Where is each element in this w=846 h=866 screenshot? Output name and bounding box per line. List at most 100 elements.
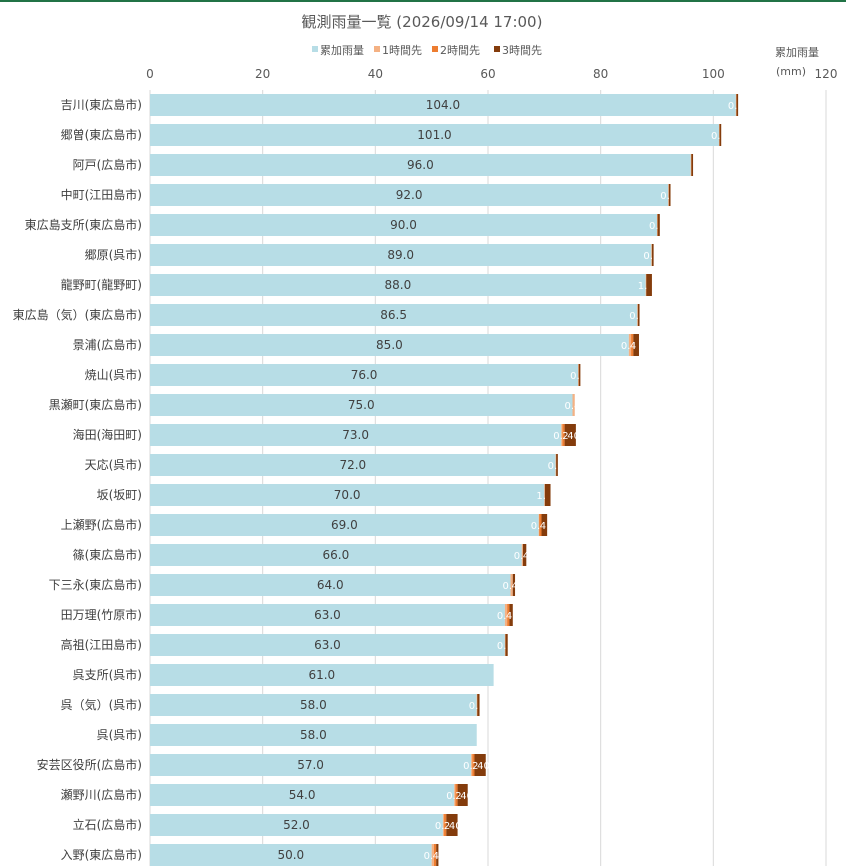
- category-label: 海田(海田町): [73, 427, 142, 442]
- bar-segment-1: [538, 514, 540, 536]
- bar-segment-2: [507, 604, 510, 626]
- data-label-3h: 40: [460, 791, 473, 802]
- legend-entry-0: 累加雨量: [320, 44, 364, 57]
- x-tick-label: 80: [593, 67, 608, 81]
- data-label: 76.0: [351, 368, 378, 382]
- bar-segment-3: [668, 184, 671, 206]
- bar-segment-1: [561, 424, 563, 446]
- data-label: 63.0: [314, 608, 341, 622]
- category-label: 焼山(呉市): [85, 367, 142, 382]
- x-tick-label: 20: [255, 67, 270, 81]
- category-label: 東広島（気）(東広島市): [13, 307, 142, 322]
- data-label-3h: 40: [477, 761, 490, 772]
- data-label-2h: 4: [512, 581, 518, 592]
- bar-segment-1: [572, 394, 575, 416]
- data-label: 86.5: [380, 308, 407, 322]
- bar-segment-1: [504, 634, 506, 656]
- data-label: 73.0: [342, 428, 369, 442]
- bar-segment-1: [544, 484, 546, 506]
- bar-segment-2: [539, 514, 542, 536]
- data-label-1h: 0.: [643, 251, 653, 262]
- data-label-3h: 40: [449, 821, 462, 832]
- bar-segment-3: [477, 694, 480, 716]
- bar-segment-0: [150, 574, 511, 596]
- bar-segment-3: [691, 154, 694, 176]
- bar-segment-0: [150, 724, 477, 746]
- category-label: 吉川(東広島市): [61, 97, 142, 112]
- data-label-1h: 0.: [621, 341, 631, 352]
- data-label: 58.0: [300, 698, 327, 712]
- bar-segment-3: [544, 484, 551, 506]
- bar-segment-0: [150, 424, 562, 446]
- data-label: 88.0: [385, 278, 412, 292]
- data-label-1h: 0.: [463, 761, 473, 772]
- category-label: 呉（気）(呉市): [61, 697, 142, 712]
- data-label: 63.0: [314, 638, 341, 652]
- bar-segment-3: [736, 94, 739, 116]
- data-label-1h: 0.: [649, 221, 659, 232]
- data-label: 92.0: [396, 188, 423, 202]
- data-label: 89.0: [387, 248, 414, 262]
- legend-entry-1: 1時間先: [382, 44, 422, 57]
- bar-segment-3: [646, 274, 652, 296]
- data-label-2h: 4: [630, 341, 636, 352]
- data-label-2h: 2: [444, 821, 450, 832]
- bar-segment-3: [719, 124, 722, 146]
- category-label: 下三永(東広島市): [49, 577, 142, 592]
- bar-segment-0: [150, 664, 494, 686]
- legend: 累加雨量 1時間先 2時間先 3時間先: [312, 44, 542, 57]
- data-label-1h: 0.: [553, 431, 563, 442]
- data-label-1h: 0.4: [565, 401, 581, 412]
- bar-segment-3: [509, 604, 513, 626]
- bar-segment-0: [150, 484, 545, 506]
- category-label: 中町(江田島市): [61, 187, 142, 202]
- data-label-1h: 0.: [446, 791, 456, 802]
- data-label-1h: 0.: [570, 371, 580, 382]
- x-tick-label: 60: [480, 67, 495, 81]
- data-label: 96.0: [407, 158, 434, 172]
- data-label-1h: 0.: [531, 521, 541, 532]
- data-label-1h: 0.: [660, 191, 670, 202]
- category-label: 立石(広島市): [73, 817, 142, 832]
- axis-unit: (mm): [776, 65, 806, 78]
- bar-segment-0: [150, 784, 455, 806]
- data-label-2h: 2: [472, 761, 478, 772]
- data-label-2h: 4: [523, 551, 529, 562]
- data-label: 85.0: [376, 338, 403, 352]
- bar-segment-0: [150, 514, 539, 536]
- data-label-2h: 2: [455, 791, 461, 802]
- category-label: 景浦(広島市): [73, 337, 142, 352]
- category-label: 上瀬野(広島市): [61, 517, 142, 532]
- data-label-1h: 0.: [497, 641, 507, 652]
- bar-segment-0: [150, 844, 432, 866]
- data-label: 70.0: [334, 488, 361, 502]
- bar-segment-1: [555, 454, 557, 476]
- data-label: 61.0: [308, 668, 335, 682]
- bar-segment-0: [150, 94, 736, 116]
- bar-segment-1: [735, 94, 737, 116]
- data-label: 104.0: [426, 98, 460, 112]
- bar-segment-3: [474, 754, 486, 776]
- bar-segment-2: [433, 844, 437, 866]
- bar-segment-3: [436, 844, 439, 866]
- data-label: 50.0: [277, 848, 304, 862]
- category-label: 天応(呉市): [85, 457, 142, 472]
- bar-segment-3: [651, 244, 654, 266]
- category-label: 東広島支所(東広島市): [25, 217, 142, 232]
- window-top-border: [0, 0, 846, 2]
- data-label: 64.0: [317, 578, 344, 592]
- bar-segment-3: [637, 304, 640, 326]
- data-label: 75.0: [348, 398, 375, 412]
- data-label-2h: 2: [562, 431, 568, 442]
- bar-segment-3: [578, 364, 581, 386]
- bar-segment-1: [476, 694, 478, 716]
- bar-segment-2: [455, 784, 458, 806]
- category-label: 安芸区役所(広島市): [37, 757, 142, 772]
- bar-segment-0: [150, 634, 505, 656]
- category-label: 阿戸(広島市): [73, 157, 142, 172]
- bar-segment-0: [150, 394, 573, 416]
- bar-segment-2: [562, 424, 565, 446]
- bar-segment-3: [657, 214, 660, 236]
- category-label: 黒瀬町(東広島市): [49, 397, 142, 412]
- bar-segment-1: [690, 154, 692, 176]
